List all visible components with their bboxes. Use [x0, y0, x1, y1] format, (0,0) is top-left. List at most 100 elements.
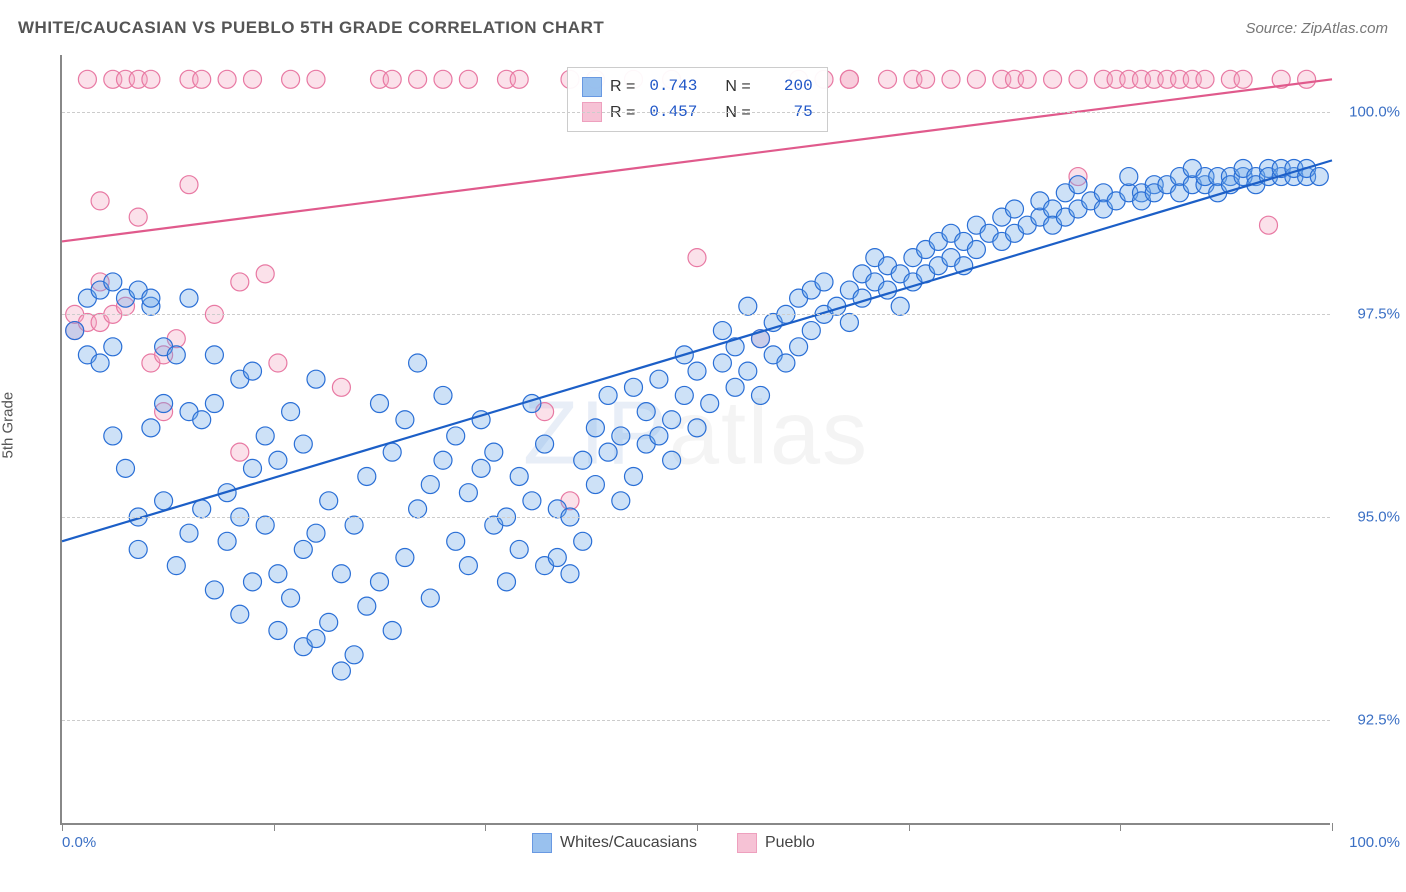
scatter-point: [434, 451, 452, 469]
chart-title: WHITE/CAUCASIAN VS PUEBLO 5TH GRADE CORR…: [18, 18, 604, 38]
scatter-point: [409, 500, 427, 518]
scatter-point: [345, 646, 363, 664]
scatter-point: [650, 370, 668, 388]
scatter-point: [282, 403, 300, 421]
chart-source: Source: ZipAtlas.com: [1245, 20, 1388, 37]
scatter-point: [142, 289, 160, 307]
scatter-point: [840, 313, 858, 331]
scatter-point: [244, 459, 262, 477]
scatter-point: [1044, 70, 1062, 88]
x-tick: [697, 823, 698, 831]
scatter-point: [536, 435, 554, 453]
y-tick-label: 92.5%: [1340, 711, 1400, 728]
scatter-point: [320, 492, 338, 510]
scatter-point: [574, 451, 592, 469]
scatter-point: [752, 386, 770, 404]
scatter-point: [523, 492, 541, 510]
series-legend: Whites/Caucasians Pueblo: [532, 833, 815, 853]
scatter-point: [294, 435, 312, 453]
scatter-point: [193, 500, 211, 518]
scatter-point: [307, 70, 325, 88]
scatter-point: [104, 338, 122, 356]
scatter-point: [1260, 216, 1278, 234]
scatter-point: [180, 289, 198, 307]
scatter-point: [256, 265, 274, 283]
scatter-point: [713, 354, 731, 372]
y-tick-label: 100.0%: [1340, 103, 1400, 120]
scatter-point: [193, 411, 211, 429]
y-tick-label: 97.5%: [1340, 306, 1400, 323]
scatter-point: [205, 346, 223, 364]
scatter-point: [78, 70, 96, 88]
scatter-point: [421, 476, 439, 494]
x-tick: [1332, 823, 1333, 831]
plot-area: ZIPatlas R = 0.743 N = 200 R = 0.457 N =…: [60, 55, 1330, 825]
scatter-point: [637, 403, 655, 421]
scatter-point: [739, 297, 757, 315]
scatter-point: [1018, 70, 1036, 88]
scatter-point: [688, 419, 706, 437]
scatter-point: [307, 630, 325, 648]
scatter-point: [193, 70, 211, 88]
scatter-point: [256, 427, 274, 445]
scatter-point: [434, 386, 452, 404]
scatter-point: [180, 524, 198, 542]
scatter-point: [726, 378, 744, 396]
scatter-point: [371, 395, 389, 413]
scatter-point: [104, 273, 122, 291]
scatter-point: [244, 70, 262, 88]
scatter-point: [459, 557, 477, 575]
scatter-point: [345, 516, 363, 534]
scatter-point: [129, 208, 147, 226]
y-tick-label: 95.0%: [1340, 509, 1400, 526]
scatter-point: [383, 70, 401, 88]
scatter-point: [574, 532, 592, 550]
scatter-point: [269, 451, 287, 469]
scatter-point: [155, 492, 173, 510]
scatter-point: [485, 443, 503, 461]
scatter-point: [1069, 70, 1087, 88]
x-tick-label-left: 0.0%: [62, 834, 96, 851]
scatter-point: [167, 557, 185, 575]
scatter-point: [383, 621, 401, 639]
scatter-point: [523, 395, 541, 413]
scatter-point: [142, 70, 160, 88]
scatter-point: [421, 589, 439, 607]
scatter-point: [917, 70, 935, 88]
scatter-point: [66, 322, 84, 340]
scatter-point: [586, 476, 604, 494]
scatter-point: [396, 549, 414, 567]
scatter-point: [231, 605, 249, 623]
legend-label-pink: Pueblo: [765, 834, 815, 852]
scatter-point: [332, 662, 350, 680]
scatter-point: [269, 565, 287, 583]
scatter-point: [447, 532, 465, 550]
scatter-point: [663, 411, 681, 429]
scatter-point: [231, 443, 249, 461]
scatter-point: [459, 70, 477, 88]
scatter-point: [1006, 200, 1024, 218]
gridline: [62, 720, 1330, 721]
scatter-point: [358, 467, 376, 485]
scatter-point: [205, 581, 223, 599]
scatter-point: [548, 549, 566, 567]
scatter-point: [625, 467, 643, 485]
stats-legend: R = 0.743 N = 200 R = 0.457 N = 75: [567, 67, 828, 132]
scatter-point: [891, 297, 909, 315]
scatter-point: [117, 459, 135, 477]
scatter-point: [409, 70, 427, 88]
scatter-point: [625, 378, 643, 396]
scatter-point: [409, 354, 427, 372]
scatter-point: [612, 427, 630, 445]
gridline: [62, 112, 1330, 113]
scatter-point: [104, 427, 122, 445]
x-tick: [274, 823, 275, 831]
scatter-point: [332, 565, 350, 583]
scatter-point: [180, 176, 198, 194]
x-tick: [909, 823, 910, 831]
scatter-point: [688, 362, 706, 380]
scatter-point: [294, 540, 312, 558]
legend-item-pink: Pueblo: [737, 833, 815, 853]
scatter-point: [510, 70, 528, 88]
scatter-point: [650, 427, 668, 445]
